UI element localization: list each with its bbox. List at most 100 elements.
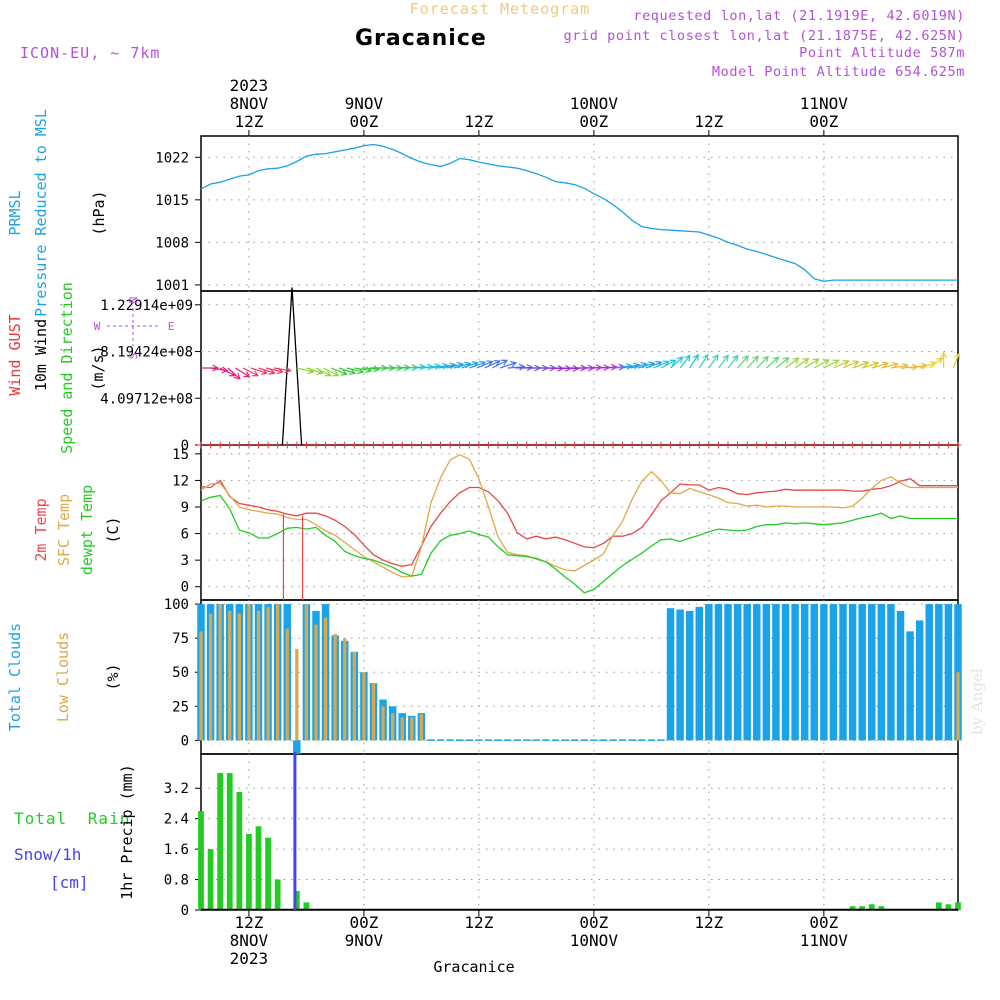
total-cloud-bar (676, 609, 684, 741)
wind-arrow-head (486, 360, 494, 367)
wind-arrow (499, 362, 517, 369)
wind-arrow (775, 357, 789, 369)
wind-arrow (952, 353, 960, 369)
snow-unit-label: [cm] (50, 873, 89, 892)
wind-direction-label: Speed and Direction (58, 282, 76, 454)
total-cloud-bar (829, 604, 838, 741)
total-cloud-bar (915, 620, 924, 741)
pressure-tick-label: 1008 (155, 235, 189, 251)
low-cloud-bar (371, 683, 376, 741)
footer-location: Gracanice (433, 958, 514, 976)
wind-arrow-head (742, 354, 749, 362)
wind-arrow (469, 361, 486, 369)
rain-bar (293, 890, 300, 910)
wind-arrow (890, 364, 908, 369)
top-time-label: 9NOV (345, 94, 384, 113)
wind-arrow-head (692, 353, 699, 361)
low-cloud-bar (400, 717, 404, 741)
wind-arrow-head (832, 359, 840, 366)
wind-arrow-head (802, 357, 810, 365)
total-cloud-bar (532, 739, 541, 741)
dewpoint-line (200, 494, 958, 594)
wind-arrow-head (518, 363, 526, 371)
pressure-unit: (hPa) (90, 190, 108, 235)
cloud-tick-label: 25 (172, 699, 189, 715)
point-altitude: Point Altitude 587m (799, 45, 965, 61)
low-cloud-bar (362, 672, 366, 741)
wind-arrow (250, 367, 267, 374)
wind-arrow (273, 367, 291, 372)
wind-arrow-head (762, 355, 770, 363)
wind-arrow-head (936, 357, 944, 364)
low-cloud-bar (381, 706, 385, 741)
wind-arrow (258, 367, 275, 374)
low-cloud-bar (352, 651, 356, 741)
compass-south: S (127, 353, 140, 360)
model-point-altitude: Model Point Altitude 654.625m (711, 64, 965, 80)
total-cloud-bar (513, 739, 521, 741)
temp-tick-label: 6 (181, 527, 189, 543)
bottom-time-label: 2023 (230, 949, 269, 968)
temp-2m-label: 2m Temp (32, 498, 50, 561)
top-time-label: 00Z (349, 112, 378, 131)
wind-arrow-head (509, 361, 518, 368)
wind-arrow-head (954, 352, 961, 360)
wind-arrow-head (812, 358, 820, 365)
wind-arrow (423, 365, 441, 369)
low-cloud-bar (314, 624, 318, 741)
wind-arrow (361, 367, 379, 370)
top-time-label: 00Z (809, 112, 838, 131)
wind-arrow (338, 367, 356, 374)
wind-arrow-head (493, 360, 501, 367)
rain-bar (207, 849, 214, 910)
total-cloud-bar (858, 604, 866, 741)
total-cloud-bar (628, 739, 636, 741)
wind-arrow-head (221, 366, 229, 374)
low-cloud-bar (218, 604, 222, 741)
wind-tick-label: 1.22914e+09 (100, 298, 193, 314)
wind-arrow-head (822, 359, 830, 366)
wind-arrow (461, 362, 478, 369)
precip-tick-label: 0.8 (164, 873, 189, 889)
wind-arrow-head (501, 359, 509, 366)
wind-arrow (227, 367, 241, 380)
total-cloud-bar (618, 739, 627, 741)
cloud-unit: (%) (104, 663, 122, 690)
total-cloud-bar (810, 604, 819, 741)
wind-arrow (645, 361, 662, 369)
wind-arrow (296, 367, 314, 373)
wind-arrow (438, 364, 456, 369)
wind-arrow-head (348, 368, 357, 375)
total-cloud-bar (839, 604, 847, 741)
low-cloud-bar (410, 717, 414, 741)
low-cloud-bar (419, 714, 424, 741)
rain-bar (303, 902, 310, 910)
wind-arrow-head (251, 370, 259, 377)
bottom-time-label: 8NOV (230, 931, 269, 950)
total-cloud-bar (580, 739, 589, 741)
credit-watermark: by Angel (968, 668, 986, 735)
wind-arrow (852, 361, 869, 369)
wind-arrow (507, 366, 525, 369)
total-cloud-bar (925, 604, 933, 741)
bottom-time-label: 9NOV (345, 931, 384, 950)
total-cloud-bar (772, 604, 780, 741)
total-cloud-bar (293, 740, 301, 754)
wind-arrow (235, 367, 250, 378)
wind-arrow-head (722, 354, 729, 362)
total-cloud-bar (427, 739, 435, 741)
chart-title: Forecast Meteogram (409, 0, 591, 18)
wind-arrow-head (684, 354, 691, 362)
total-cloud-bar (733, 604, 742, 741)
total-cloud-bar (848, 604, 857, 741)
wind-arrow (737, 355, 749, 369)
rain-bar (878, 906, 885, 910)
total-cloud-bar (599, 739, 608, 741)
compass-east: E (168, 320, 175, 333)
total-cloud-bar (877, 604, 886, 741)
wind-gust-label: Wind GUST (6, 314, 24, 395)
compass-north: N (127, 297, 140, 304)
grid-point-coordinates: grid point closest lon,lat (21.1875E, 42… (563, 28, 965, 44)
low-cloud-bar (323, 617, 328, 741)
wind-arrow (492, 359, 508, 369)
